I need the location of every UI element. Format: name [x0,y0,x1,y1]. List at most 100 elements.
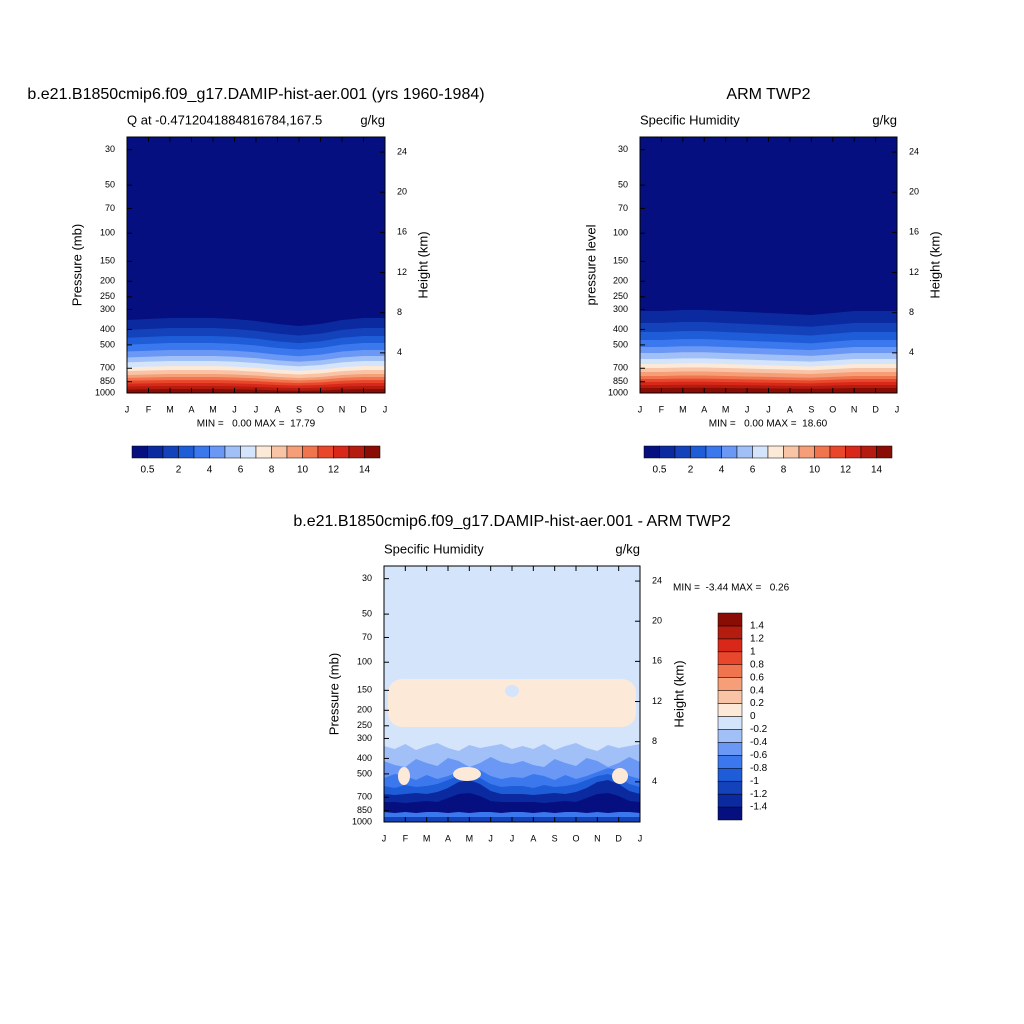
y-tick-label: 30 [362,573,372,583]
y2-tick-label: 20 [397,187,407,197]
colorbar-label: -0.2 [750,724,768,735]
colorbar-label: 12 [840,465,852,476]
colorbar-box [829,445,846,459]
colorbar-label: 8 [269,465,275,476]
y2-tick-label: 20 [652,616,662,626]
x-tick-label: J [383,404,388,414]
y2-tick-label: 12 [397,267,407,277]
colorbar-label: 4 [719,465,725,476]
y2-tick-label: 24 [909,146,919,156]
x-tick-label: A [787,404,793,414]
colorbar-box [717,793,743,808]
panel-title: ARM TWP2 [726,86,810,103]
colorbar-label: -0.4 [750,737,768,748]
colorbar-box [717,806,743,821]
colorbar-box [147,445,164,459]
colorbar-box [721,445,738,459]
x-tick-label: F [659,404,665,414]
x-tick-label: N [851,404,858,414]
colorbar-box [286,445,303,459]
y-axis-label: Pressure (mb) [326,653,341,735]
colorbar-box [767,445,784,459]
y2-tick-label: 16 [909,227,919,237]
subtitle-left: Q at -0.4712041884816784,167.5 [127,112,322,127]
y-tick-label: 1000 [608,387,628,397]
colorbar-label: 1 [750,646,756,657]
y-tick-label: 150 [613,256,628,266]
y-tick-label: 850 [613,376,628,386]
colorbar-box [364,445,381,459]
contour-field [127,137,385,393]
stats-label: MIN = -3.44 MAX = 0.26 [673,583,790,594]
x-tick-label: A [701,404,707,414]
x-tick-label: J [254,404,259,414]
colorbar-box [643,445,660,459]
x-tick-label: D [872,404,879,414]
x-tick-label: A [188,404,194,414]
y2-tick-label: 8 [397,307,402,317]
x-tick-label: A [445,833,451,843]
colorbar-label: -1.4 [750,802,768,813]
x-tick-label: J [125,404,130,414]
x-tick-label: D [615,833,622,843]
y-tick-label: 300 [613,304,628,314]
y-tick-label: 250 [613,291,628,301]
colorbar-box [798,445,815,459]
colorbar-label: -0.8 [750,763,768,774]
colorbar-label: 2 [176,465,182,476]
colorbar-box [162,445,179,459]
y-tick-label: 500 [100,339,115,349]
colorbar-box [705,445,722,459]
x-tick-label: J [745,404,750,414]
colorbar-label: 0.5 [653,465,667,476]
colorbar-label: 6 [750,465,756,476]
y2-tick-label: 12 [909,267,919,277]
panel-title: b.e21.B1850cmip6.f09_g17.DAMIP-hist-aer.… [27,86,484,103]
colorbar-box [131,445,148,459]
x-tick-label: D [360,404,367,414]
x-tick-label: J [766,404,771,414]
colorbar-box [717,703,743,717]
colorbar-box [717,780,743,795]
x-tick-label: J [382,833,387,843]
field-blob [505,685,519,697]
subtitle-right: g/kg [615,541,640,556]
x-tick-label: M [209,404,217,414]
subtitle-right: g/kg [872,112,897,127]
x-tick-label: S [808,404,814,414]
colorbar-box [783,445,800,459]
y2-tick-label: 16 [397,227,407,237]
colorbar-label: 0.8 [750,659,764,670]
x-tick-label: M [166,404,174,414]
y-tick-label: 30 [105,144,115,154]
y-tick-label: 250 [100,291,115,301]
colorbar-label: 12 [328,465,340,476]
y2-tick-label: 8 [652,736,657,746]
colorbar-label: 10 [809,465,821,476]
y-tick-label: 1000 [352,816,372,826]
colorbar-box [814,445,831,459]
colorbar-box [717,625,743,640]
x-tick-label: N [594,833,601,843]
contour-field [640,137,897,393]
colorbar-box [717,612,743,627]
y2-axis-label: Height (km) [927,231,942,298]
subtitle-left: Specific Humidity [384,541,484,556]
x-tick-label: A [274,404,280,414]
colorbar-box [717,690,743,704]
colorbar-box [717,729,743,743]
stats-label: MIN = 0.00 MAX = 18.60 [709,419,828,430]
colorbar-label: -0.6 [750,750,768,761]
y-tick-label: 1000 [95,387,115,397]
colorbar-box [717,716,743,730]
subtitle-right: g/kg [360,112,385,127]
y2-tick-label: 4 [652,776,657,786]
x-tick-label: M [679,404,687,414]
y-tick-label: 850 [100,376,115,386]
colorbar-box [302,445,319,459]
x-tick-label: J [488,833,493,843]
colorbar-label: 0 [750,711,756,722]
y-tick-label: 500 [357,768,372,778]
field [384,566,640,822]
